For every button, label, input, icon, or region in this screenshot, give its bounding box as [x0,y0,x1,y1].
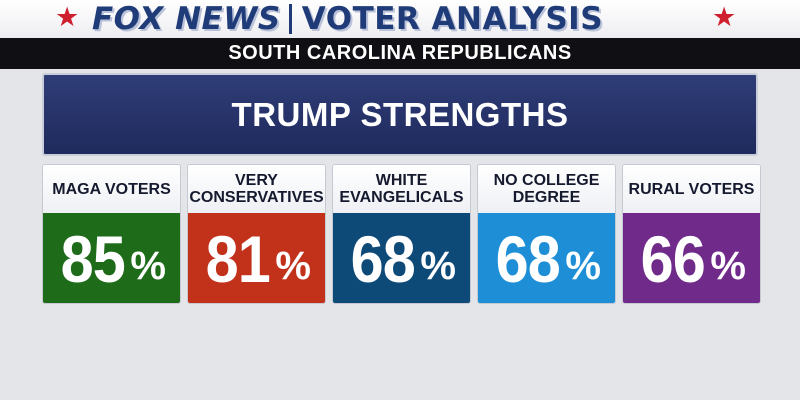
card-unit: % [420,243,456,288]
stat-card-no-college-degree: NO COLLEGE DEGREE 68% [477,164,616,304]
panel-title: TRUMP STRENGTHS [42,73,758,156]
stat-card-maga: MAGA VOTERS 85% [42,164,181,304]
card-number: 68 [350,222,416,296]
card-unit: % [710,243,746,288]
brand-header: FOX NEWS VOTER ANALYSIS [92,0,603,38]
card-value: 85% [43,213,180,303]
star-icon: ★ [712,2,737,32]
card-unit: % [565,243,601,288]
card-label: RURAL VOTERS [623,165,760,213]
subtitle-bar: SOUTH CAROLINA REPUBLICANS [0,38,800,69]
card-label: MAGA VOTERS [43,165,180,213]
card-number: 85 [60,222,126,296]
stat-card-rural-voters: RURAL VOTERS 66% [622,164,761,304]
card-number: 66 [640,222,706,296]
star-icon: ★ [55,2,80,32]
stat-card-very-conservatives: VERY CONSERVATIVES 81% [187,164,326,304]
top-banner: ★ FOX NEWS VOTER ANALYSIS ★ [0,0,800,38]
card-value: 66% [623,213,760,303]
card-label: NO COLLEGE DEGREE [478,165,615,213]
card-value: 81% [188,213,325,303]
card-number: 81 [205,222,271,296]
card-unit: % [130,243,166,288]
card-value: 68% [333,213,470,303]
stat-card-white-evangelicals: WHITE EVANGELICALS 68% [332,164,471,304]
card-value: 68% [478,213,615,303]
card-number: 68 [495,222,561,296]
brand-logo: FOX NEWS [92,1,281,37]
card-label: WHITE EVANGELICALS [333,165,470,213]
header-title: VOTER ANALYSIS [301,1,604,37]
brand-divider [288,4,292,34]
card-label: VERY CONSERVATIVES [188,165,325,213]
card-unit: % [275,243,311,288]
